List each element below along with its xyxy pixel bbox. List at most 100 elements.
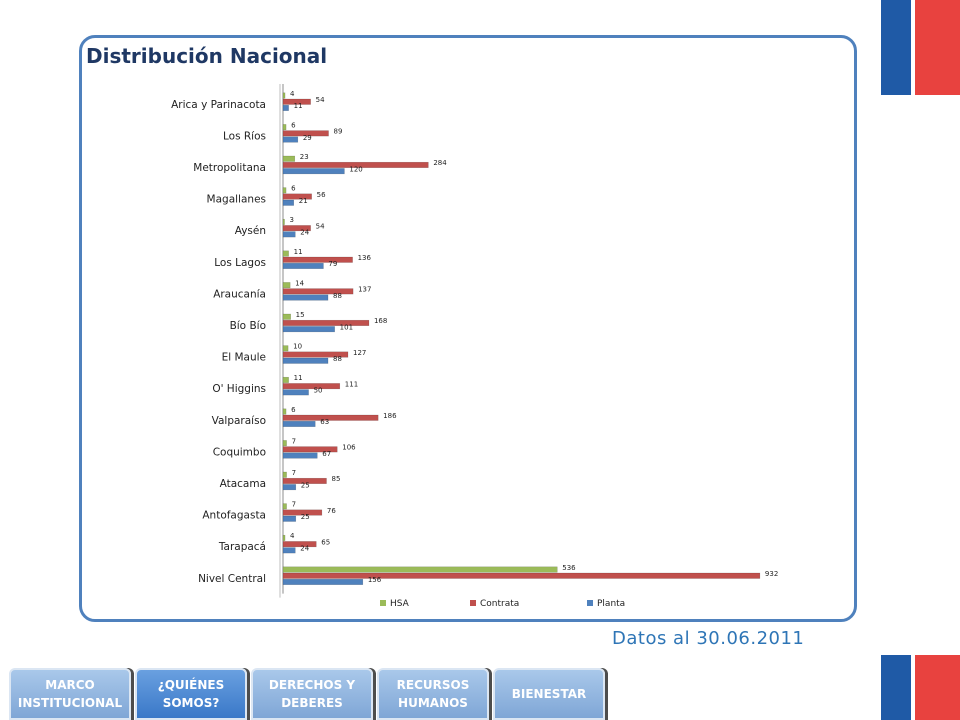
nav-button-bienestar[interactable]: BIENESTAR — [493, 668, 605, 720]
data-label: 54 — [316, 96, 325, 104]
category-label: Araucanía — [213, 288, 266, 300]
bar-hsa — [282, 376, 289, 383]
data-label: 85 — [331, 475, 340, 483]
data-label: 24 — [300, 229, 309, 237]
data-label: 284 — [433, 159, 447, 167]
data-label: 25 — [301, 481, 310, 489]
data-label: 50 — [314, 387, 323, 395]
data-label: 6 — [291, 185, 296, 193]
bar-contrata — [282, 477, 327, 484]
bar-contrata — [282, 319, 370, 326]
category-label: Los Lagos — [214, 257, 266, 269]
data-label: 6 — [291, 121, 296, 129]
data-label: 136 — [358, 254, 372, 262]
bar-planta — [282, 294, 329, 301]
data-label: 65 — [321, 538, 330, 546]
data-label: 88 — [333, 292, 342, 300]
bar-planta — [282, 484, 297, 491]
data-label: 76 — [327, 507, 336, 515]
data-label: 186 — [383, 412, 397, 420]
nav-button-marco-institucional[interactable]: MARCO INSTITUCIONAL — [9, 668, 131, 720]
bar-planta — [282, 326, 335, 333]
bar-hsa — [282, 566, 558, 573]
data-label: 25 — [301, 513, 310, 521]
bar-planta — [282, 357, 329, 364]
data-label: 4 — [290, 90, 295, 98]
bar-contrata — [282, 98, 311, 105]
legend-swatch-contrata — [470, 600, 476, 606]
data-label: 111 — [345, 380, 358, 388]
bar-hsa — [282, 408, 287, 415]
bar-hsa — [282, 471, 287, 478]
data-label: 14 — [295, 279, 304, 287]
bar-planta — [282, 168, 345, 175]
category-label: Metropolitana — [193, 162, 266, 174]
bar-planta — [282, 389, 309, 396]
data-label: 67 — [322, 450, 331, 458]
category-label: O' Higgins — [212, 383, 266, 395]
nav-label: BIENESTAR — [511, 687, 587, 701]
data-label: 24 — [300, 545, 309, 553]
bar-hsa — [282, 503, 287, 510]
legend-label: Planta — [597, 599, 625, 609]
category-label: Nivel Central — [198, 573, 266, 585]
nav-label: DERECHOS Y DEBERES — [268, 678, 356, 710]
data-label: 7 — [292, 469, 296, 477]
data-label: 15 — [296, 311, 305, 319]
data-label: 106 — [342, 444, 356, 452]
bar-contrata — [282, 351, 349, 358]
bar-contrata — [282, 414, 379, 421]
bar-contrata — [282, 256, 353, 263]
data-label: 156 — [368, 576, 382, 584]
data-label: 23 — [300, 153, 309, 161]
data-label: 3 — [290, 216, 294, 224]
data-label: 56 — [317, 191, 326, 199]
bar-contrata — [282, 288, 354, 295]
bar-contrata — [282, 383, 341, 390]
nav-button-recursos-humanos[interactable]: RECURSOS HUMANOS — [377, 668, 489, 720]
bar-contrata — [282, 130, 329, 137]
data-label: 10 — [293, 343, 302, 351]
bar-hsa — [282, 282, 291, 289]
data-label: 63 — [320, 418, 329, 426]
bar-planta — [282, 262, 324, 269]
category-label: El Maule — [222, 352, 266, 364]
category-label: Valparaíso — [212, 415, 266, 427]
bar-hsa — [282, 440, 287, 447]
bar-hsa — [282, 218, 285, 225]
data-label: 6 — [291, 406, 296, 414]
bar-hsa — [282, 92, 286, 99]
bar-planta — [282, 452, 318, 459]
nav-label: ¿QUIÉNES SOMOS? — [157, 678, 225, 710]
legend-label: HSA — [390, 599, 410, 609]
category-label: Bío Bío — [230, 320, 266, 332]
category-label: Coquimbo — [213, 446, 266, 458]
bar-planta — [282, 547, 296, 554]
nav-label: MARCO INSTITUCIONAL — [17, 678, 123, 710]
data-label: 11 — [294, 248, 303, 256]
data-label: 168 — [374, 317, 387, 325]
flag-top-red — [915, 0, 960, 95]
data-label: 54 — [316, 222, 325, 230]
category-label: Antofagasta — [202, 510, 266, 522]
bar-planta — [282, 199, 294, 206]
bar-planta — [282, 420, 316, 427]
nav-button-derechos-deberes[interactable]: DERECHOS Y DEBERES — [251, 668, 373, 720]
category-label: Tarapacá — [218, 541, 266, 553]
category-label: Arica y Parinacota — [171, 99, 266, 111]
data-label: 536 — [562, 564, 576, 572]
nav-button-quienes-somos[interactable]: ¿QUIÉNES SOMOS? — [135, 668, 247, 720]
bar-hsa — [282, 187, 287, 194]
bar-contrata — [282, 446, 338, 453]
data-label: 7 — [292, 437, 296, 445]
data-label: 137 — [358, 286, 371, 294]
chart-panel — [79, 35, 857, 622]
category-label: Aysén — [235, 225, 266, 237]
bar-planta — [282, 136, 299, 143]
bar-contrata — [282, 541, 317, 548]
data-label: 89 — [334, 128, 343, 136]
bar-hsa — [282, 345, 289, 352]
bar-contrata — [282, 161, 429, 168]
category-label: Atacama — [220, 478, 266, 490]
